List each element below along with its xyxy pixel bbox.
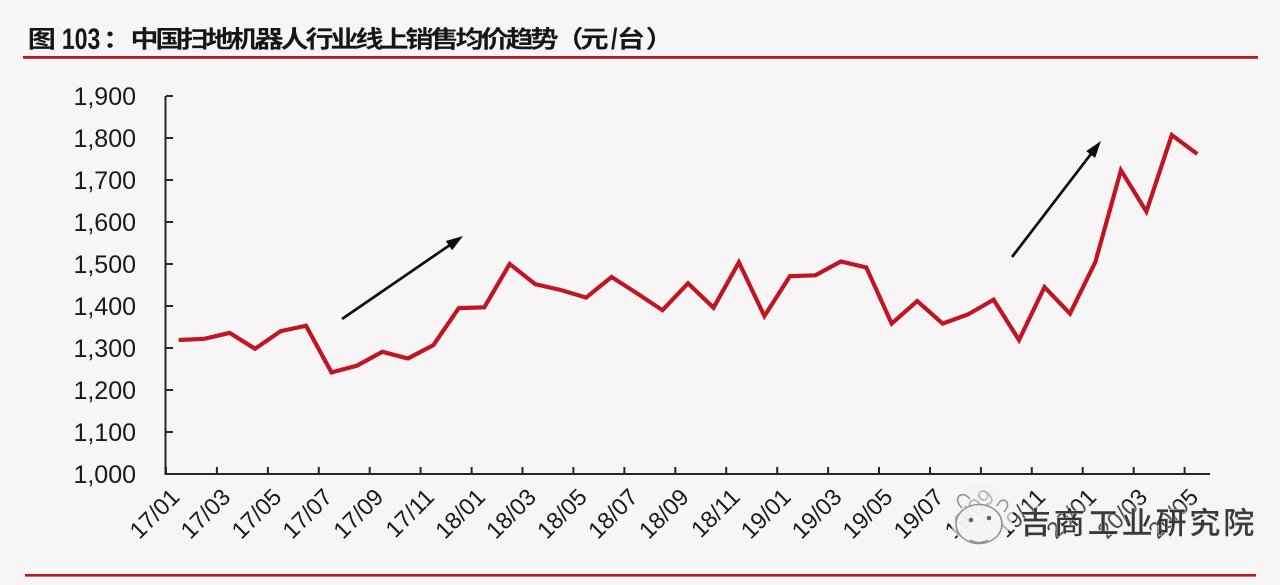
svg-text:1,700: 1,700 [73,167,136,195]
svg-text:1,500: 1,500 [73,251,136,279]
svg-text:1,600: 1,600 [73,209,136,237]
svg-text:1,900: 1,900 [73,83,136,111]
svg-text:1,400: 1,400 [73,293,136,321]
svg-text:1,800: 1,800 [73,125,136,153]
svg-text:1,100: 1,100 [73,419,136,447]
svg-text:1,300: 1,300 [73,335,136,363]
svg-text:1,000: 1,000 [73,461,136,489]
svg-text:1,200: 1,200 [73,377,136,405]
